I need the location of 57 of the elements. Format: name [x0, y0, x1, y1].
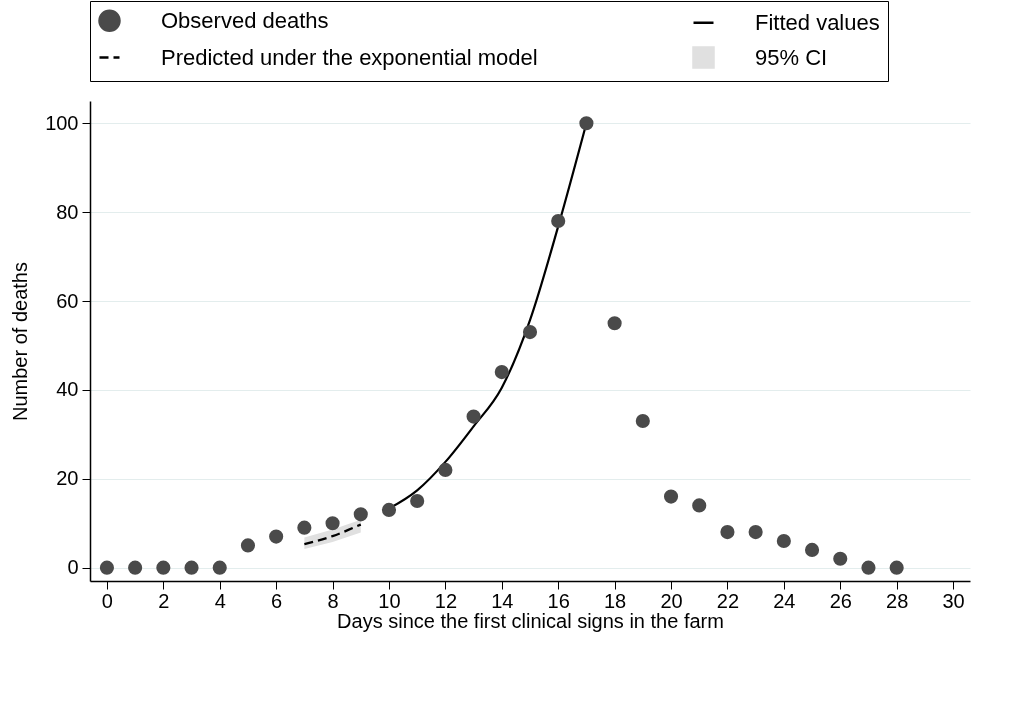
y-tick-label: 0: [67, 556, 79, 579]
legend-label: Fitted values: [755, 9, 880, 35]
x-tick-label: 28: [886, 589, 909, 612]
x-tick-label: 14: [491, 589, 514, 612]
point: [889, 560, 904, 575]
y-axis-title: Number of deaths: [9, 262, 32, 421]
y-tick-label: 20: [56, 467, 79, 490]
x-tick-label: 26: [829, 589, 852, 612]
x-tick-label: 0: [101, 589, 113, 612]
point: [776, 533, 791, 549]
point: [635, 413, 650, 429]
x-tick-label: 22: [716, 589, 740, 612]
point: [212, 560, 227, 575]
point: [325, 516, 340, 531]
point: [692, 498, 707, 513]
point: [833, 551, 848, 566]
point: [240, 538, 256, 553]
x-tick-label: 2: [158, 589, 170, 612]
point: [579, 116, 594, 131]
x-tick-label: 20: [660, 589, 683, 612]
point: [99, 560, 114, 575]
point: [353, 507, 368, 522]
point: [748, 525, 763, 540]
x-tick-label: 30: [942, 589, 965, 612]
x-tick-label: 10: [378, 589, 401, 612]
point: [297, 520, 312, 535]
y-tick-label: 40: [56, 378, 79, 401]
legend-label: 95% CI: [755, 44, 828, 70]
legend-label: Predicted under the exponential model: [161, 44, 538, 70]
point: [720, 525, 735, 540]
y-tick-label: 80: [56, 200, 79, 223]
point: [607, 316, 622, 331]
x-tick-label: 4: [214, 589, 226, 612]
point: [269, 529, 284, 544]
y-tick-label: 100: [45, 111, 79, 134]
point: [551, 213, 566, 229]
x-tick-label: 24: [773, 589, 796, 612]
point: [663, 489, 679, 504]
point: [804, 542, 820, 557]
y-tick-label: 60: [56, 289, 79, 312]
point: [438, 462, 453, 477]
x-tick-label: 12: [434, 589, 458, 612]
point: [494, 365, 509, 380]
x-tick-label: 16: [547, 589, 570, 612]
x-axis-title: Days since the first clinical signs in the farm: [337, 609, 724, 632]
point: [861, 560, 876, 575]
point: [522, 325, 538, 340]
point: [410, 493, 425, 509]
x-tick-label: 18: [603, 589, 627, 612]
point: [466, 409, 481, 424]
point: [184, 560, 199, 575]
point: [381, 502, 397, 517]
legend-label: Observed deaths: [161, 7, 329, 33]
point: [128, 560, 143, 575]
x-tick-label: 6: [271, 589, 283, 612]
point: [156, 560, 171, 575]
x-tick-label: 8: [327, 589, 339, 612]
